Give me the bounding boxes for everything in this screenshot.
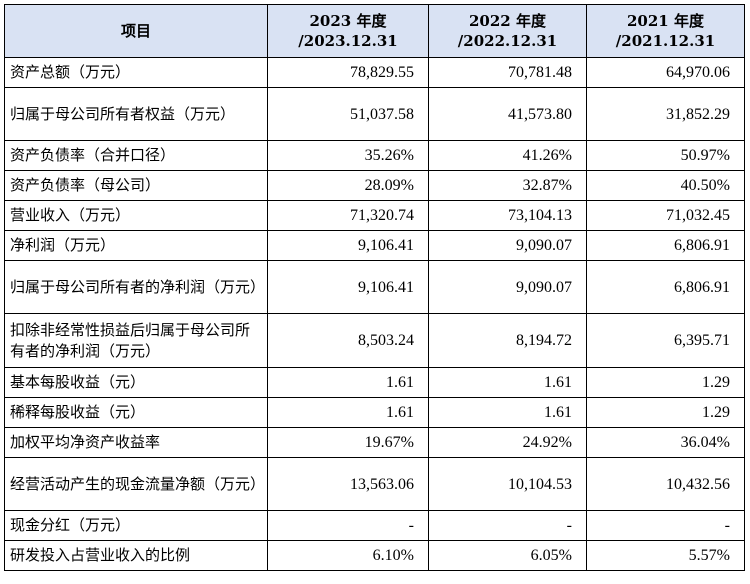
table-row: 净利润（万元） 9,106.41 9,090.07 6,806.91 xyxy=(4,230,745,261)
cell-2021: 10,432.56 xyxy=(586,457,745,511)
cell-2022: 9,090.07 xyxy=(428,260,587,314)
cell-2022: 32.87% xyxy=(428,170,587,201)
cell-2023: 35.26% xyxy=(267,140,429,171)
header-date: /2022.12.31 xyxy=(457,32,558,50)
cell-2022: 70,781.48 xyxy=(428,57,587,88)
cell-2022: 41,573.80 xyxy=(428,87,587,141)
cell-2021: 1.29 xyxy=(586,367,745,398)
row-label: 归属于母公司所有者权益（万元） xyxy=(4,87,268,141)
cell-2023: 28.09% xyxy=(267,170,429,201)
cell-2023: 9,106.41 xyxy=(267,260,429,314)
cell-2021: 36.04% xyxy=(586,427,745,458)
cell-2023: 6.10% xyxy=(267,540,429,571)
header-col-2022: 2022 年度 /2022.12.31 xyxy=(428,4,587,58)
cell-2021: 31,852.29 xyxy=(586,87,745,141)
cell-2021: 40.50% xyxy=(586,170,745,201)
financial-table-container: 项目 2023 年度 /2023.12.31 2022 年度 /2022.12.… xyxy=(4,4,745,571)
row-label: 营业收入（万元） xyxy=(4,200,268,231)
header-year: 2023 年度 xyxy=(309,12,387,30)
row-label: 归属于母公司所有者的净利润（万元） xyxy=(4,260,268,314)
row-label: 经营活动产生的现金流量净额（万元） xyxy=(4,457,268,511)
cell-2021: 6,395.71 xyxy=(586,313,745,368)
header-item: 项目 xyxy=(4,4,268,58)
cell-2022: 6.05% xyxy=(428,540,587,571)
table-row: 基本每股收益（元） 1.61 1.61 1.29 xyxy=(4,367,745,398)
cell-2022: 73,104.13 xyxy=(428,200,587,231)
row-label: 资产负债率（母公司） xyxy=(4,170,268,201)
row-label: 资产总额（万元） xyxy=(4,57,268,88)
row-label: 加权平均净资产收益率 xyxy=(4,427,268,458)
cell-2022: 24.92% xyxy=(428,427,587,458)
financial-summary-table: 项目 2023 年度 /2023.12.31 2022 年度 /2022.12.… xyxy=(4,4,745,571)
header-date: /2021.12.31 xyxy=(615,32,716,50)
header-year: 2021 年度 xyxy=(627,12,704,30)
header-col-2023: 2023 年度 /2023.12.31 xyxy=(267,4,429,58)
cell-2021: 6,806.91 xyxy=(586,260,745,314)
cell-2021: - xyxy=(586,510,745,541)
table-row: 归属于母公司所有者权益（万元） 51,037.58 41,573.80 31,8… xyxy=(4,87,745,141)
table-row: 资产总额（万元） 78,829.55 70,781.48 64,970.06 xyxy=(4,57,745,88)
cell-2023: 1.61 xyxy=(267,367,429,398)
cell-2023: 71,320.74 xyxy=(267,200,429,231)
cell-2022: 10,104.53 xyxy=(428,457,587,511)
header-col-2021: 2021 年度 /2021.12.31 xyxy=(586,4,745,58)
row-label: 现金分红（万元） xyxy=(4,510,268,541)
cell-2023: 9,106.41 xyxy=(267,230,429,261)
cell-2023: 51,037.58 xyxy=(267,87,429,141)
table-header: 项目 2023 年度 /2023.12.31 2022 年度 /2022.12.… xyxy=(4,4,745,58)
row-label: 基本每股收益（元） xyxy=(4,367,268,398)
header-date: /2023.12.31 xyxy=(298,32,398,50)
table-row: 营业收入（万元） 71,320.74 73,104.13 71,032.45 xyxy=(4,200,745,231)
cell-2023: - xyxy=(267,510,429,541)
cell-2023: 13,563.06 xyxy=(267,457,429,511)
cell-2021: 6,806.91 xyxy=(586,230,745,261)
cell-2021: 50.97% xyxy=(586,140,745,171)
cell-2023: 1.61 xyxy=(267,397,429,428)
table-row: 归属于母公司所有者的净利润（万元） 9,106.41 9,090.07 6,80… xyxy=(4,260,745,314)
table-row: 研发投入占营业收入的比例 6.10% 6.05% 5.57% xyxy=(4,540,745,571)
row-label: 扣除非经常性损益后归属于母公司所有者的净利润（万元） xyxy=(4,313,268,368)
table-row: 资产负债率（母公司） 28.09% 32.87% 40.50% xyxy=(4,170,745,201)
table-body: 资产总额（万元） 78,829.55 70,781.48 64,970.06 归… xyxy=(4,57,745,571)
row-label: 研发投入占营业收入的比例 xyxy=(4,540,268,571)
table-row: 扣除非经常性损益后归属于母公司所有者的净利润（万元） 8,503.24 8,19… xyxy=(4,313,745,368)
row-label: 稀释每股收益（元） xyxy=(4,397,268,428)
cell-2023: 78,829.55 xyxy=(267,57,429,88)
row-label: 净利润（万元） xyxy=(4,230,268,261)
cell-2023: 19.67% xyxy=(267,427,429,458)
cell-2022: - xyxy=(428,510,587,541)
cell-2022: 9,090.07 xyxy=(428,230,587,261)
cell-2022: 41.26% xyxy=(428,140,587,171)
table-row: 稀释每股收益（元） 1.61 1.61 1.29 xyxy=(4,397,745,428)
header-year: 2022 年度 xyxy=(469,12,546,30)
cell-2022: 1.61 xyxy=(428,397,587,428)
cell-2022: 8,194.72 xyxy=(428,313,587,368)
cell-2021: 64,970.06 xyxy=(586,57,745,88)
table-row: 资产负债率（合并口径） 35.26% 41.26% 50.97% xyxy=(4,140,745,171)
table-row: 现金分红（万元） - - - xyxy=(4,510,745,541)
header-row: 项目 2023 年度 /2023.12.31 2022 年度 /2022.12.… xyxy=(4,4,745,58)
cell-2021: 1.29 xyxy=(586,397,745,428)
cell-2023: 8,503.24 xyxy=(267,313,429,368)
cell-2021: 5.57% xyxy=(586,540,745,571)
table-row: 加权平均净资产收益率 19.67% 24.92% 36.04% xyxy=(4,427,745,458)
cell-2021: 71,032.45 xyxy=(586,200,745,231)
row-label: 资产负债率（合并口径） xyxy=(4,140,268,171)
table-row: 经营活动产生的现金流量净额（万元） 13,563.06 10,104.53 10… xyxy=(4,457,745,511)
cell-2022: 1.61 xyxy=(428,367,587,398)
